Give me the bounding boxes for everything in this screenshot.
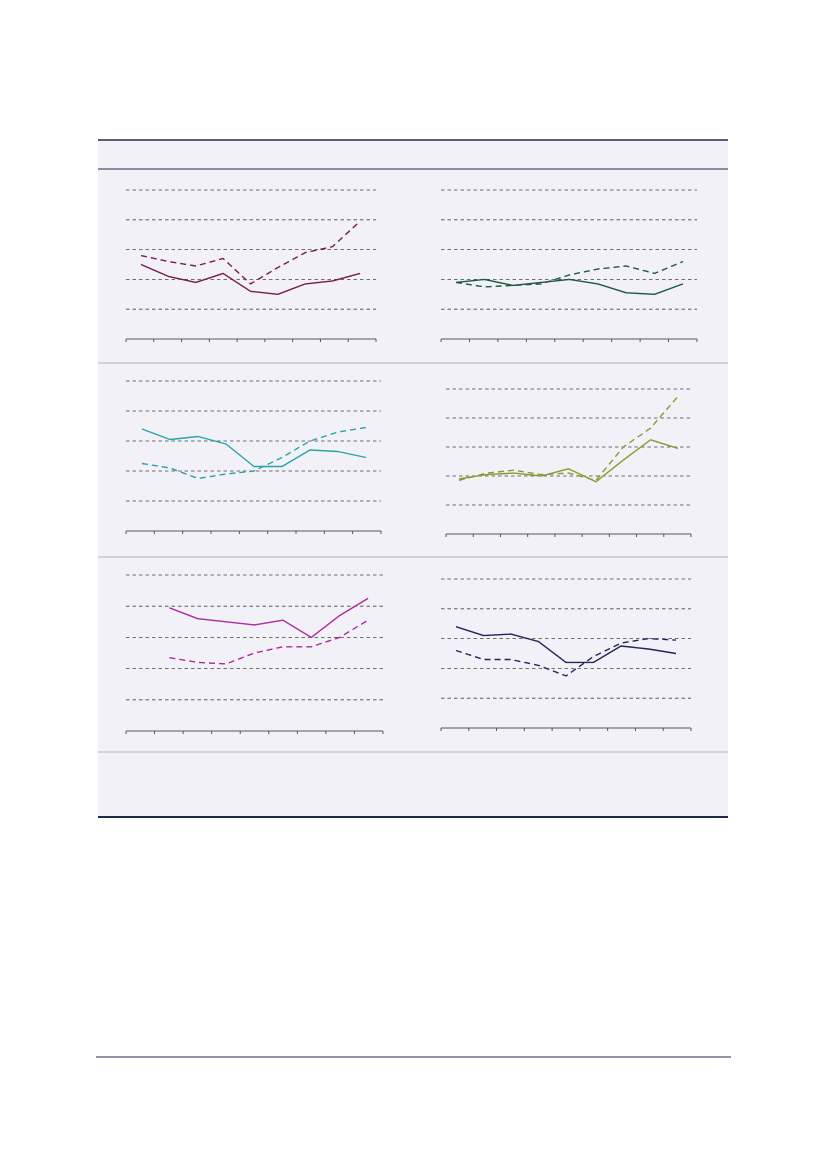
series-line-dashed [458, 395, 679, 482]
series-line-dashed [455, 637, 677, 677]
series-line-dashed [169, 619, 369, 665]
small-multiples-charts [125, 189, 698, 734]
series-line-dashed [455, 260, 684, 288]
line-chart [125, 574, 384, 734]
line-chart [445, 388, 692, 537]
line-chart [125, 380, 382, 534]
series-line-dashed [140, 220, 361, 285]
series-line-solid [169, 597, 369, 639]
line-chart [125, 189, 377, 342]
line-chart [440, 578, 692, 731]
panel-background [98, 140, 728, 817]
line-chart [440, 189, 698, 342]
series-line-solid [455, 626, 677, 664]
series-line-solid [141, 428, 367, 468]
series-line-solid [458, 439, 679, 483]
series-line-dashed [141, 426, 367, 480]
series-line-solid [455, 278, 684, 295]
series-line-solid [140, 263, 361, 295]
